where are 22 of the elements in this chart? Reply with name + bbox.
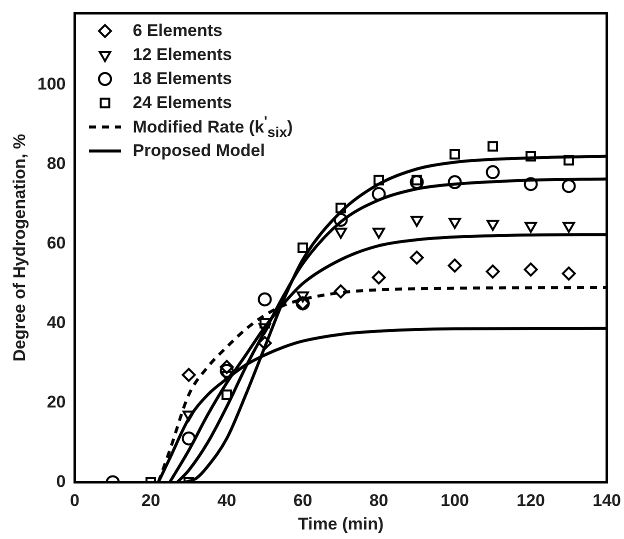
y-axis-title: Degree of Hydrogenation, % [10,134,29,362]
x-tick-label: 100 [440,491,469,510]
x-tick-label: 60 [293,491,312,510]
x-tick-label: 40 [217,491,236,510]
x-tick-label: 0 [70,491,80,510]
legend-label: Modified Rate (k$^{'}$$_{six}$) [132,114,293,141]
y-tick-label: 60 [46,233,66,252]
y-tick-label: 20 [46,392,66,412]
legend-label: 6 Elements [132,21,223,42]
y-tick-label: 80 [46,154,66,173]
y-tick-label: 100 [37,74,66,94]
legend-label: 18 Elements [132,69,232,90]
y-tick-label: 0 [56,472,66,491]
x-axis-title: Time (min) [298,514,384,534]
x-tick-label: 80 [369,491,388,510]
y-tick-label: 40 [46,312,66,332]
x-tick-label: 120 [516,491,545,510]
legend-label: 24 Elements [132,93,232,114]
x-tick-label: 20 [141,491,160,510]
legend-label: 12 Elements [132,45,232,66]
legend-label: Proposed Model [132,141,265,162]
x-tick-label: 140 [592,491,622,510]
